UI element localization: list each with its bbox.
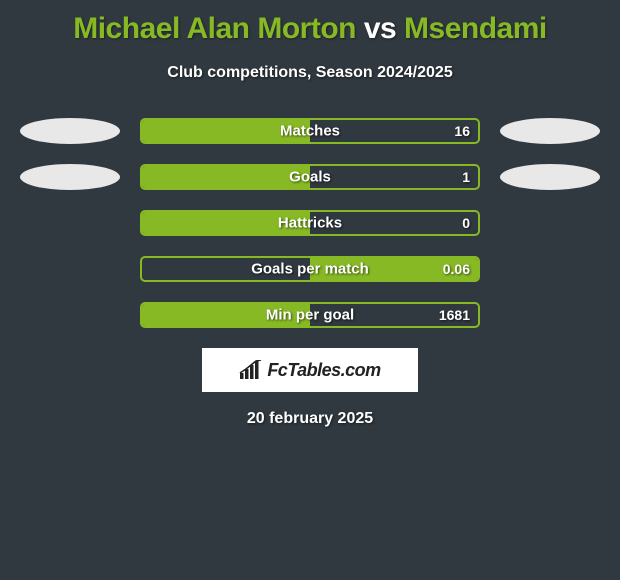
subtitle: Club competitions, Season 2024/2025 [0, 64, 620, 82]
stat-label: Min per goal [266, 307, 354, 324]
stat-row: Min per goal 1681 [0, 302, 620, 328]
stat-row: Goals 1 [0, 164, 620, 190]
stats-container: Matches 16 Goals 1 Hattricks 0 Goals per match… [0, 118, 620, 328]
stat-row: Hattricks 0 [0, 210, 620, 236]
player1-name: Michael Alan Morton [73, 12, 356, 45]
player2-oval [500, 118, 600, 144]
stat-label: Goals [289, 169, 331, 186]
vs-text: vs [364, 12, 396, 45]
bar-chart-icon [239, 360, 263, 380]
player1-oval [20, 164, 120, 190]
stat-bar: Hattricks 0 [140, 210, 480, 236]
stat-label: Hattricks [278, 215, 342, 232]
stat-row: Goals per match 0.06 [0, 256, 620, 282]
date-text: 20 february 2025 [0, 410, 620, 428]
logo-box: FcTables.com [202, 348, 418, 392]
stat-bar: Min per goal 1681 [140, 302, 480, 328]
stat-bar: Goals 1 [140, 164, 480, 190]
stat-label: Matches [280, 123, 340, 140]
logo-text: FcTables.com [267, 360, 380, 381]
stat-bar: Matches 16 [140, 118, 480, 144]
player2-name: Msendami [404, 12, 547, 45]
stat-label: Goals per match [251, 261, 369, 278]
bar-fill-left [142, 166, 310, 188]
stat-value-right: 0.06 [443, 261, 470, 277]
stat-value-right: 0 [462, 215, 470, 231]
stat-bar: Goals per match 0.06 [140, 256, 480, 282]
stat-row: Matches 16 [0, 118, 620, 144]
comparison-title: Michael Alan Morton vs Msendami [0, 0, 620, 46]
player2-oval [500, 164, 600, 190]
stat-value-right: 16 [454, 123, 470, 139]
stat-value-right: 1681 [439, 307, 470, 323]
stat-value-right: 1 [462, 169, 470, 185]
player1-oval [20, 118, 120, 144]
